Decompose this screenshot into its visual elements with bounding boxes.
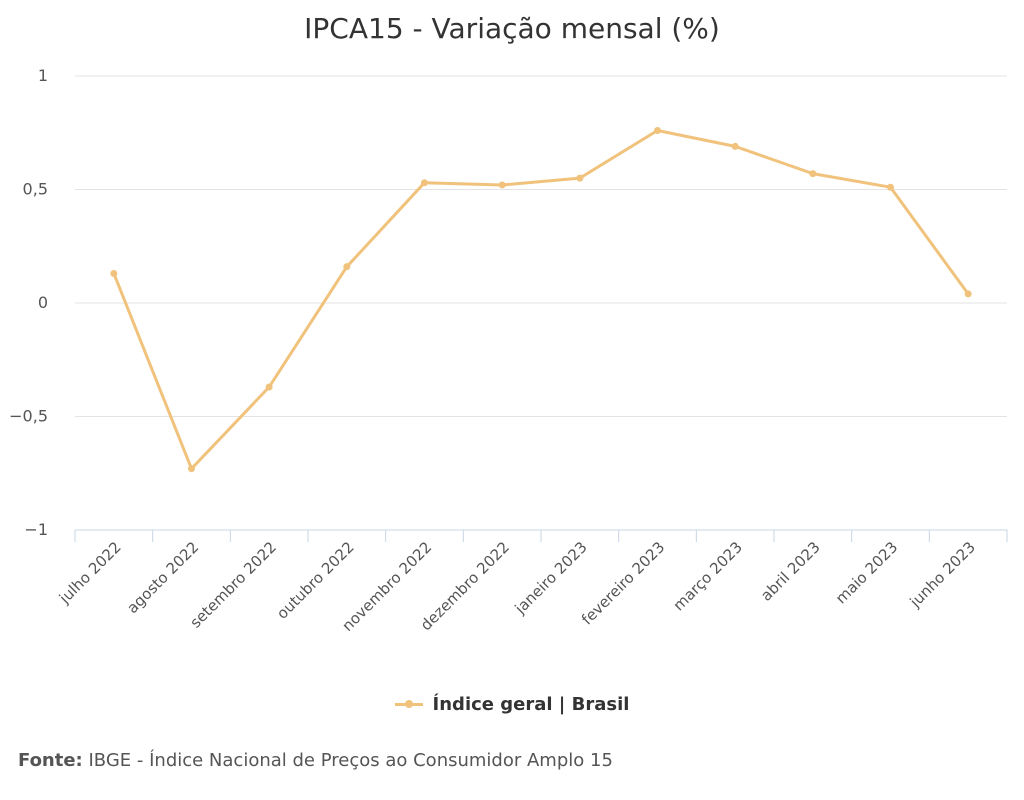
source-note: Fonte: IBGE - Índice Nacional de Preços … xyxy=(18,750,613,771)
x-tick-label: julho 2022 xyxy=(55,538,125,608)
x-tick-label: outubro 2022 xyxy=(273,538,358,623)
data-point xyxy=(654,126,661,134)
data-point xyxy=(809,170,817,178)
x-tick-label: janeiro 2023 xyxy=(511,538,591,618)
y-tick-label: 1 xyxy=(38,66,48,85)
x-tick-label: agosto 2022 xyxy=(123,538,202,617)
data-point xyxy=(265,383,273,391)
y-tick-label: 0,5 xyxy=(23,180,48,199)
source-text: IBGE - Índice Nacional de Preços ao Cons… xyxy=(88,750,613,771)
series-line xyxy=(112,128,970,471)
x-tick-label: março 2023 xyxy=(670,538,746,614)
data-point xyxy=(343,263,351,271)
source-label: Fonte: xyxy=(18,750,83,771)
data-point xyxy=(731,142,739,150)
data-point xyxy=(887,183,894,191)
legend-swatch xyxy=(394,700,423,708)
data-point xyxy=(421,179,428,187)
data-point xyxy=(576,174,584,182)
x-tick-label: abril 2023 xyxy=(757,538,824,605)
data-point xyxy=(110,269,118,277)
y-tick-label: −1 xyxy=(24,520,48,539)
x-tick-label: maio 2023 xyxy=(832,538,901,607)
y-tick-label: 0 xyxy=(38,293,48,312)
legend[interactable]: Índice geral | Brasil xyxy=(0,690,1024,715)
x-tick-label: fevereiro 2023 xyxy=(578,538,668,628)
data-point xyxy=(498,181,506,189)
data-point xyxy=(188,465,195,473)
y-tick-label: −0,5 xyxy=(9,407,48,426)
data-point xyxy=(964,290,972,298)
chart-title: IPCA15 - Variação mensal (%) xyxy=(304,12,720,45)
x-tick-label: junho 2023 xyxy=(906,538,979,611)
legend-item[interactable]: Índice geral | Brasil xyxy=(394,694,630,715)
legend-label: Índice geral | Brasil xyxy=(432,694,630,715)
